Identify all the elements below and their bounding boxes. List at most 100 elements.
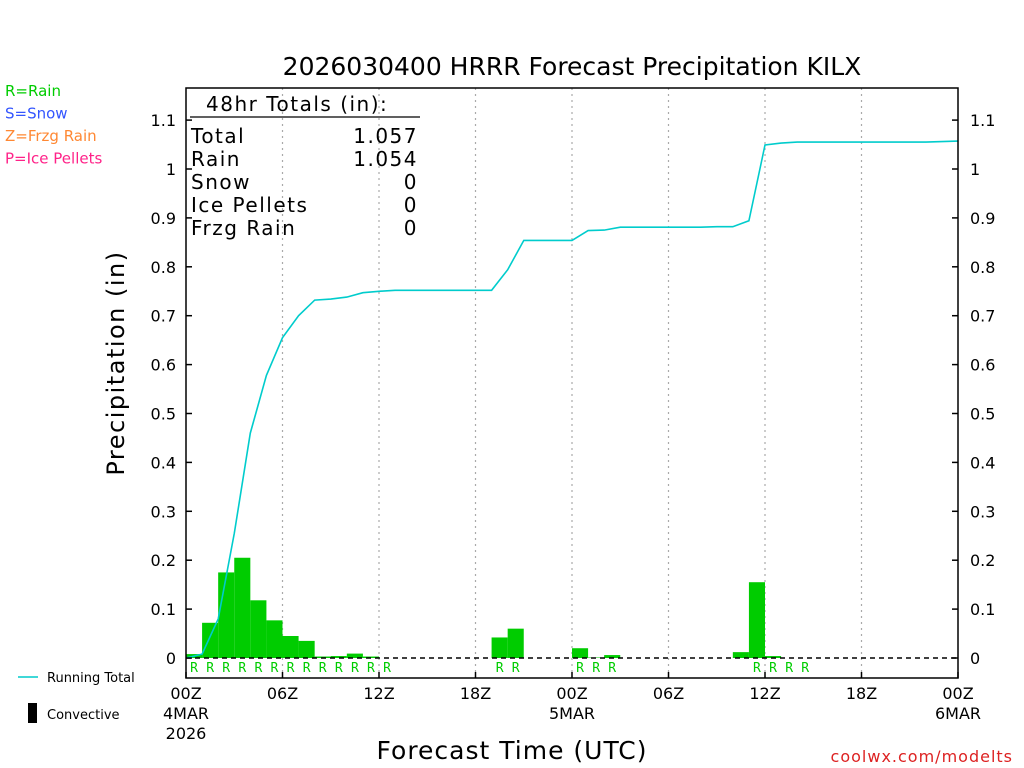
y-tick-label-left: 0.8: [151, 258, 176, 277]
x-tick-label: 00Z: [942, 684, 973, 703]
y-tick-label-left: 0.6: [151, 356, 176, 375]
precip-bar: [202, 622, 219, 658]
totals-row-label: Snow: [191, 170, 251, 194]
x-tick-label: 00Z: [170, 684, 201, 703]
y-tick-label-left: 1: [166, 160, 176, 179]
y-tick-label-right: 1: [970, 160, 980, 179]
precip-type-marker: R: [512, 661, 520, 676]
y-tick-label-left: 0: [166, 649, 176, 668]
chart-title: 2026030400 HRRR Forecast Precipitation K…: [283, 52, 862, 81]
totals-row-label: Frzg Rain: [191, 216, 296, 240]
y-tick-label-right: 0.8: [970, 258, 995, 277]
precip-bar: [234, 557, 251, 658]
precip-bar: [507, 628, 524, 658]
precip-type-marker: R: [222, 661, 230, 676]
x-tick-label: 06Z: [653, 684, 684, 703]
y-tick-label-right: 0.9: [970, 209, 995, 228]
precip-bar: [604, 655, 621, 658]
totals-row-value: 0: [404, 170, 418, 194]
convective-legend-label: Convective: [47, 708, 120, 723]
totals-box: 48hr Totals (in): Total 1.057 Rain 1.054 Snow…: [190, 92, 420, 240]
precip-bar: [732, 652, 749, 658]
y-tick-label-right: 0.1: [970, 600, 995, 619]
x-tick-label: 18Z: [846, 684, 877, 703]
totals-row-label: Total: [190, 124, 245, 148]
precip-type-marker: R: [785, 661, 793, 676]
x-tick-year: 2026: [166, 724, 207, 743]
precip-type-marker: R: [801, 661, 809, 676]
totals-header: 48hr Totals (in):: [206, 92, 388, 116]
y-tick-label-right: 0: [970, 649, 980, 668]
totals-row-label: Rain: [191, 147, 241, 171]
precip-type-marker: R: [592, 661, 600, 676]
precip-bar: [250, 600, 267, 658]
x-tick-date: 5MAR: [549, 704, 595, 723]
credit-text: coolwx.com/modelts: [831, 747, 1013, 766]
precip-type-marker: R: [383, 661, 391, 676]
precip-type-marker: R: [351, 661, 359, 676]
x-tick-date: 4MAR: [163, 704, 209, 723]
precip-bar: [748, 582, 765, 658]
x-tick-label: 12Z: [749, 684, 780, 703]
y-tick-label-right: 0.5: [970, 405, 995, 424]
y-tick-label-left: 0.7: [151, 307, 176, 326]
y-tick-label-left: 0.4: [151, 453, 176, 472]
precip-bar: [282, 635, 299, 658]
precip-bar: [330, 656, 347, 658]
precip-bar: [491, 637, 508, 658]
y-tick-label-left: 0.1: [151, 600, 176, 619]
y-tick-label-left: 0.2: [151, 551, 176, 570]
totals-row-value: 0: [404, 193, 418, 217]
y-tick-label-right: 0.2: [970, 551, 995, 570]
x-axis-label: Forecast Time (UTC): [377, 736, 648, 765]
y-tick-label-right: 0.3: [970, 502, 995, 521]
y-tick-label-right: 0.6: [970, 356, 995, 375]
precip-type-marker: R: [335, 661, 343, 676]
precip-type-marker: R: [753, 661, 761, 676]
series-legend: Running Total Convective: [18, 671, 135, 723]
totals-row-value: 1.054: [353, 147, 418, 171]
totals-row-value: 0: [404, 216, 418, 240]
totals-row-label: Ice Pellets: [191, 193, 308, 217]
x-tick-label: 06Z: [267, 684, 298, 703]
precip-type-marker: R: [206, 661, 214, 676]
convective-legend-swatch: [28, 703, 37, 723]
precip-type-marker: R: [319, 661, 327, 676]
precip-bar: [266, 620, 283, 658]
precip-type-marker: R: [769, 661, 777, 676]
y-tick-label-left: 1.1: [151, 111, 176, 130]
precip-bar: [298, 640, 315, 658]
y-tick-label-left: 0.3: [151, 502, 176, 521]
running-total-line: [185, 140, 959, 659]
y-tick-label-right: 0.7: [970, 307, 995, 326]
precip-bar: [218, 572, 235, 658]
precip-type-legend: R=Rain S=Snow Z=Frzg Rain P=Ice Pellets: [5, 82, 102, 168]
precip-type-marker: R: [271, 661, 279, 676]
y-tick-label-left: 0.5: [151, 405, 176, 424]
x-tick-label: 18Z: [460, 684, 491, 703]
precip-type-marker: R: [287, 661, 295, 676]
running-total-legend-label: Running Total: [47, 671, 135, 686]
x-tick-label: 00Z: [556, 684, 587, 703]
precip-type-marker: R: [303, 661, 311, 676]
precip-type-marker: R: [496, 661, 504, 676]
x-tick-label: 12Z: [363, 684, 394, 703]
totals-row-value: 1.057: [353, 124, 418, 148]
precip-bar: [765, 656, 782, 658]
precip-legend-item: P=Ice Pellets: [5, 150, 102, 168]
precip-type-marker: R: [254, 661, 262, 676]
precip-bar: [346, 653, 363, 658]
precip-type-marker: R: [190, 661, 198, 676]
x-tick-date: 6MAR: [935, 704, 981, 723]
precip-type-marker: R: [608, 661, 616, 676]
vertical-gridlines: [281, 88, 863, 678]
precip-type-marker: R: [367, 661, 375, 676]
precip-type-marker: R: [238, 661, 246, 676]
precip-bar: [572, 648, 589, 658]
y-tick-label-right: 1.1: [970, 111, 995, 130]
y-axis-left: 0 0.1 0.2 0.3 0.4 0.5 0.6 0.7 0.8 0.9 1 1.1: [151, 111, 192, 668]
y-axis-label: Precipitation (in): [102, 250, 130, 475]
precip-legend-item: R=Rain: [5, 82, 61, 100]
